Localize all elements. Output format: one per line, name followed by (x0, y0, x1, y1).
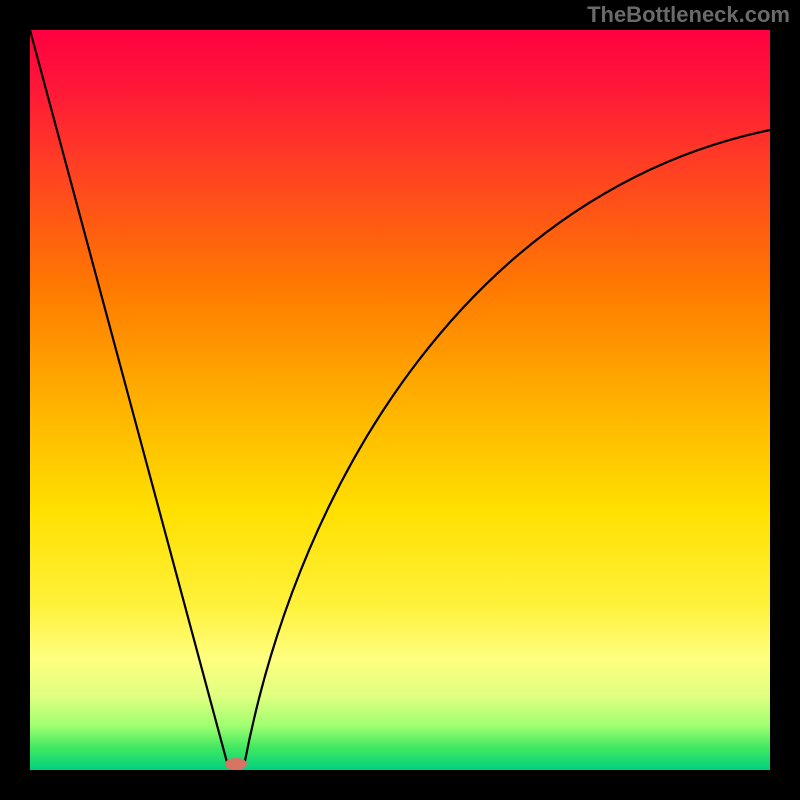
chart-container: TheBottleneck.com (0, 0, 800, 800)
marker-layer (0, 0, 800, 800)
watermark-text: TheBottleneck.com (587, 2, 790, 28)
dip-marker (225, 758, 247, 770)
